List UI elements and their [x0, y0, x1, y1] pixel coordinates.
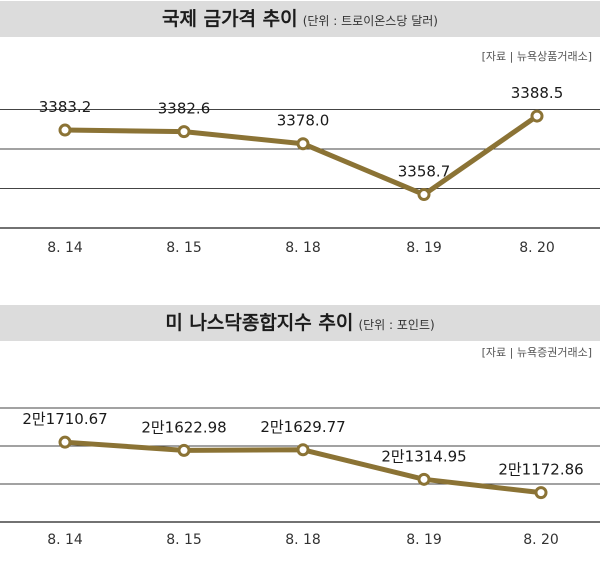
- nasdaq-chart-title: 미 나스닥종합지수 추이: [165, 312, 354, 334]
- x-tick-label: 8. 15: [166, 532, 202, 548]
- x-tick-label: 8. 18: [285, 240, 321, 256]
- data-label: 3388.5: [511, 84, 564, 102]
- x-tick-label: 8. 14: [47, 240, 83, 256]
- x-tick-label: 8. 18: [285, 532, 321, 548]
- data-point: [534, 486, 548, 500]
- data-point: [296, 137, 310, 151]
- data-label: 2만1629.77: [260, 418, 345, 436]
- data-label: 2만1314.95: [381, 447, 466, 465]
- data-label: 2만1622.98: [141, 418, 226, 436]
- data-point: [177, 125, 191, 139]
- gold-header: [0, 1, 600, 37]
- data-point: [58, 123, 72, 137]
- x-tick-label: 8. 15: [166, 240, 202, 256]
- x-tick-label: 8. 20: [523, 532, 559, 548]
- x-tick-label: 8. 19: [406, 240, 442, 256]
- data-label: 3383.2: [39, 98, 92, 116]
- data-point: [417, 472, 431, 486]
- x-tick-label: 8. 19: [406, 532, 442, 548]
- gold-plot: 3383.2 8. 14 3382.6 8. 15 3378.0 8. 18 3358.7 8…: [0, 84, 600, 256]
- gold-unit-note: (단위 : 트로이온스당 달러): [302, 14, 438, 28]
- gold-title: 국제 금가격 추이 (단위 : 트로이온스당 달러): [0, 1, 600, 37]
- nasdaq-plot: 2만1710.67 8. 14 2만1622.98 8. 15 2만1629.77 8. …: [0, 407, 600, 548]
- nasdaq-unit-note: (단위 : 포인트): [358, 318, 435, 332]
- data-point: [296, 443, 310, 457]
- data-point: [58, 435, 72, 449]
- data-label: 2만1172.86: [498, 461, 583, 479]
- data-label: 3382.6: [158, 100, 211, 118]
- nasdaq-header: [0, 305, 600, 341]
- nasdaq-chart: 미 나스닥종합지수 추이 (단위 : 포인트) [자료 | 뉴욕증권거래소] 2…: [0, 292, 600, 584]
- nasdaq-source: [자료 | 뉴욕증권거래소]: [481, 346, 592, 359]
- x-tick-label: 8. 14: [47, 532, 83, 548]
- data-label: 3358.7: [398, 163, 451, 181]
- data-point: [417, 188, 431, 202]
- gold-source: [자료 | 뉴욕상품거래소]: [481, 50, 592, 63]
- gold-chart-title: 국제 금가격 추이: [162, 8, 298, 30]
- data-point: [177, 443, 191, 457]
- data-label: 3378.0: [277, 112, 330, 130]
- nasdaq-title: 미 나스닥종합지수 추이 (단위 : 포인트): [0, 305, 600, 341]
- x-tick-label: 8. 20: [519, 240, 555, 256]
- data-label: 2만1710.67: [22, 410, 107, 428]
- data-point: [530, 109, 544, 123]
- gold-price-chart: 국제 금가격 추이 (단위 : 트로이온스당 달러) [자료 | 뉴욕상품거래소…: [0, 1, 600, 256]
